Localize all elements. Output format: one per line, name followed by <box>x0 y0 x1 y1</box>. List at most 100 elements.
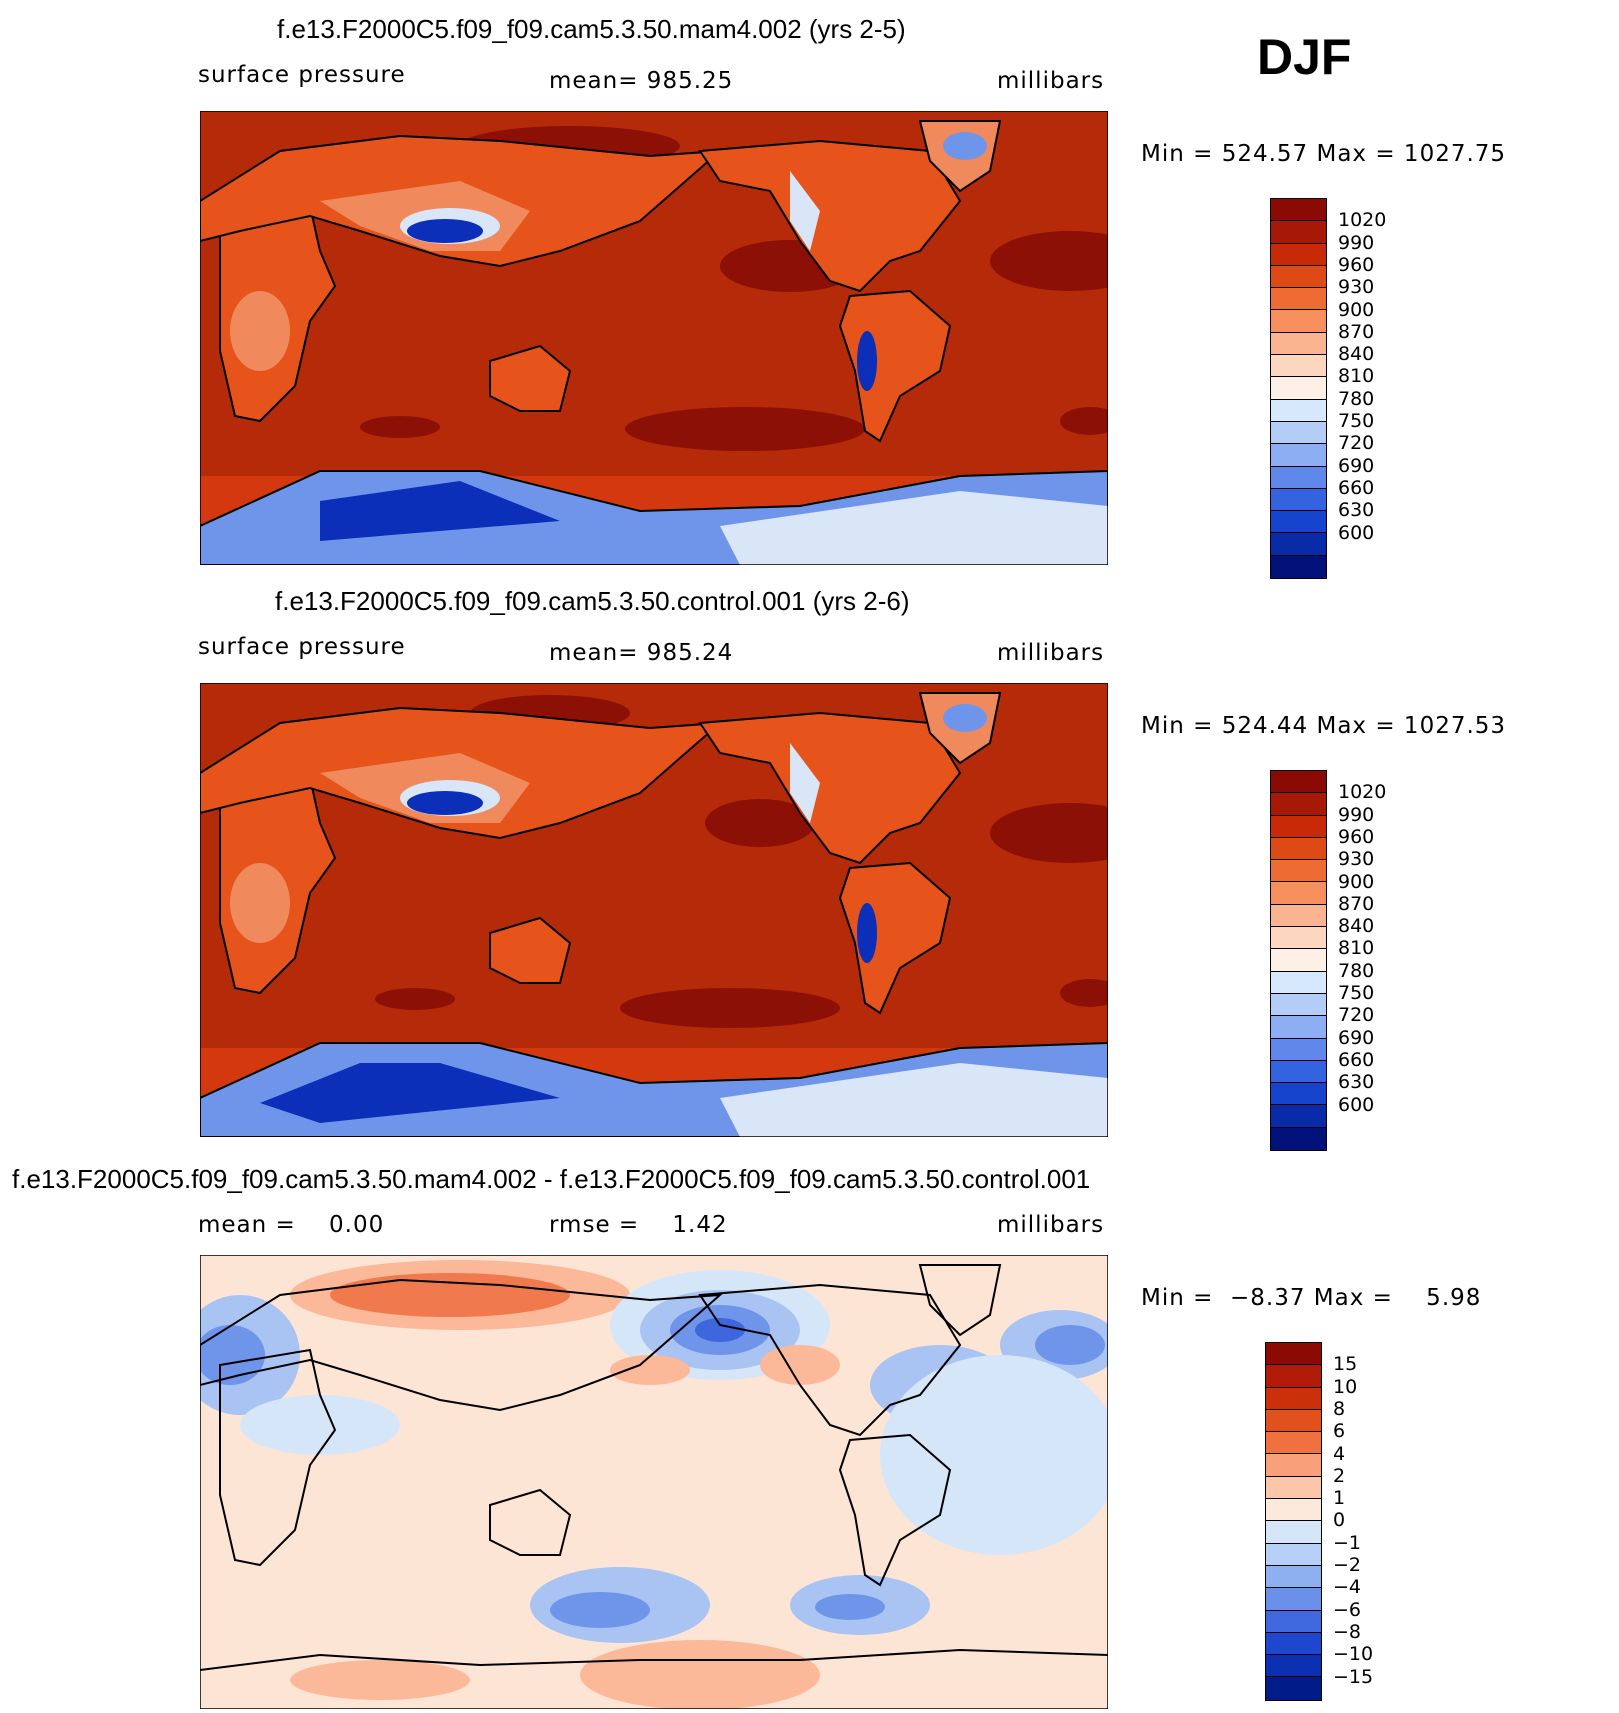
colorbar-swatch <box>1271 1016 1326 1039</box>
panel-2-title: f.e13.F2000C5.f09_f09.cam5.3.50.control.… <box>275 586 910 616</box>
panel-3-minmax: Min = −8.37 Max = 5.98 <box>1141 1285 1482 1311</box>
panel-1-title: f.e13.F2000C5.f09_f09.cam5.3.50.mam4.002… <box>277 14 906 44</box>
colorbar-swatch <box>1271 971 1326 994</box>
colorbar-tick-label: 0 <box>1333 1509 1346 1532</box>
panel-3-title: f.e13.F2000C5.f09_f09.cam5.3.50.mam4.002… <box>12 1164 1091 1194</box>
colorbar-tick-label: 960 <box>1338 253 1375 276</box>
colorbar-tick-label: −2 <box>1333 1554 1362 1576</box>
colorbar-tick-label: 960 <box>1338 825 1375 848</box>
colorbar-tick-label: 1 <box>1333 1487 1346 1510</box>
panel-1-minmax: Min = 524.57 Max = 1027.75 <box>1141 141 1507 167</box>
panel-1-mean-label: mean= 985.25 <box>549 68 734 94</box>
colorbar-swatch <box>1271 949 1326 972</box>
colorbar-tick-label: 870 <box>1338 320 1375 343</box>
panel-2-colorbar-box <box>1270 770 1327 1152</box>
colorbar-swatch <box>1271 221 1326 244</box>
colorbar-swatch <box>1271 1127 1326 1151</box>
panel-1-map-svg <box>200 111 1108 565</box>
colorbar-swatch <box>1271 310 1326 333</box>
colorbar-swatch <box>1271 243 1326 266</box>
colorbar-swatch <box>1266 1499 1321 1522</box>
colorbar-tick-label: 600 <box>1338 1093 1375 1116</box>
colorbar-tick-label: 1020 <box>1338 209 1387 232</box>
colorbar-swatch <box>1271 265 1326 289</box>
panel-2-map <box>200 683 1108 1137</box>
colorbar-tick-label: 750 <box>1338 410 1375 432</box>
colorbar-swatch <box>1271 488 1326 512</box>
colorbar-tick-label: 720 <box>1338 1004 1375 1027</box>
colorbar-tick-label: 870 <box>1338 892 1375 915</box>
colorbar-swatch <box>1266 1565 1321 1589</box>
colorbar-swatch <box>1271 511 1326 534</box>
colorbar-tick-label: 750 <box>1338 982 1375 1004</box>
colorbar-tick-label: 15 <box>1333 1353 1358 1376</box>
colorbar-swatch <box>1266 1655 1321 1678</box>
colorbar-swatch <box>1271 815 1326 838</box>
colorbar-swatch <box>1271 793 1326 816</box>
colorbar-tick-label: 660 <box>1338 1048 1375 1071</box>
colorbar-swatch <box>1266 1588 1321 1611</box>
colorbar-swatch <box>1266 1365 1321 1388</box>
colorbar-swatch <box>1271 904 1326 928</box>
panel-3-rmse-label: rmse = 1.42 <box>549 1212 728 1238</box>
colorbar-swatch <box>1271 421 1326 445</box>
colorbar-swatch <box>1271 882 1326 905</box>
panel-3-units-label: millibars <box>997 1212 1105 1238</box>
colorbar-swatch <box>1266 1409 1321 1433</box>
colorbar-tick-label: 900 <box>1338 298 1375 321</box>
colorbar-swatch <box>1271 837 1326 861</box>
colorbar-swatch <box>1271 927 1326 950</box>
panel-1-colorbar-box <box>1270 198 1327 580</box>
colorbar-swatch <box>1271 1083 1326 1106</box>
panel-3-map <box>200 1255 1108 1709</box>
colorbar-tick-label: −4 <box>1333 1576 1362 1599</box>
colorbar-tick-label: 810 <box>1338 365 1375 388</box>
colorbar-swatch <box>1271 444 1326 467</box>
colorbar-swatch <box>1271 288 1326 311</box>
colorbar-tick-label: 810 <box>1338 937 1375 960</box>
colorbar-swatch <box>1266 1387 1321 1410</box>
colorbar-swatch <box>1271 466 1326 489</box>
colorbar-swatch <box>1271 860 1326 883</box>
colorbar-tick-label: 690 <box>1338 454 1375 477</box>
colorbar-tick-label: 4 <box>1333 1442 1346 1465</box>
colorbar-swatch <box>1271 1038 1326 1061</box>
colorbar-tick-label: −15 <box>1333 1665 1374 1688</box>
panel-3-mean-label: mean = 0.00 <box>198 1212 385 1238</box>
panel-2-map-svg <box>200 683 1108 1137</box>
colorbar-swatch <box>1271 399 1326 422</box>
colorbar-swatch <box>1271 332 1326 356</box>
colorbar-tick-label: 600 <box>1338 521 1375 544</box>
colorbar-swatch <box>1266 1677 1321 1700</box>
colorbar-tick-label: 690 <box>1338 1026 1375 1049</box>
colorbar-swatch <box>1271 377 1326 400</box>
colorbar-tick-label: −10 <box>1333 1643 1374 1666</box>
colorbar-tick-label: 930 <box>1338 276 1375 299</box>
colorbar-tick-label: 630 <box>1338 1071 1375 1094</box>
colorbar-tick-label: 8 <box>1333 1397 1346 1420</box>
colorbar-swatch <box>1271 993 1326 1017</box>
season-label: DJF <box>1257 29 1352 85</box>
colorbar-swatch <box>1271 771 1326 794</box>
colorbar-swatch <box>1266 1521 1321 1544</box>
colorbar-swatch <box>1266 1432 1321 1455</box>
panel-1-map <box>200 111 1108 565</box>
colorbar-tick-label: 990 <box>1338 803 1375 826</box>
colorbar-tick-label: −8 <box>1333 1620 1362 1643</box>
panel-3-colorbar-box <box>1265 1342 1322 1701</box>
colorbar-tick-label: 6 <box>1333 1420 1346 1443</box>
colorbar-swatch <box>1266 1632 1321 1656</box>
colorbar-swatch <box>1271 533 1326 556</box>
panel-2-minmax: Min = 524.44 Max = 1027.53 <box>1141 713 1507 739</box>
colorbar-tick-label: 630 <box>1338 499 1375 522</box>
colorbar-tick-label: 780 <box>1338 387 1375 410</box>
colorbar-tick-label: 660 <box>1338 476 1375 499</box>
colorbar-swatch <box>1271 199 1326 222</box>
colorbar-tick-label: 720 <box>1338 432 1375 455</box>
colorbar-tick-label: 840 <box>1338 915 1375 938</box>
colorbar-tick-label: 1020 <box>1338 781 1387 804</box>
panel-1-variable-label: surface pressure <box>198 62 406 88</box>
colorbar-tick-label: 990 <box>1338 231 1375 254</box>
panel-2-variable-label: surface pressure <box>198 634 406 660</box>
colorbar-tick-label: 780 <box>1338 959 1375 982</box>
